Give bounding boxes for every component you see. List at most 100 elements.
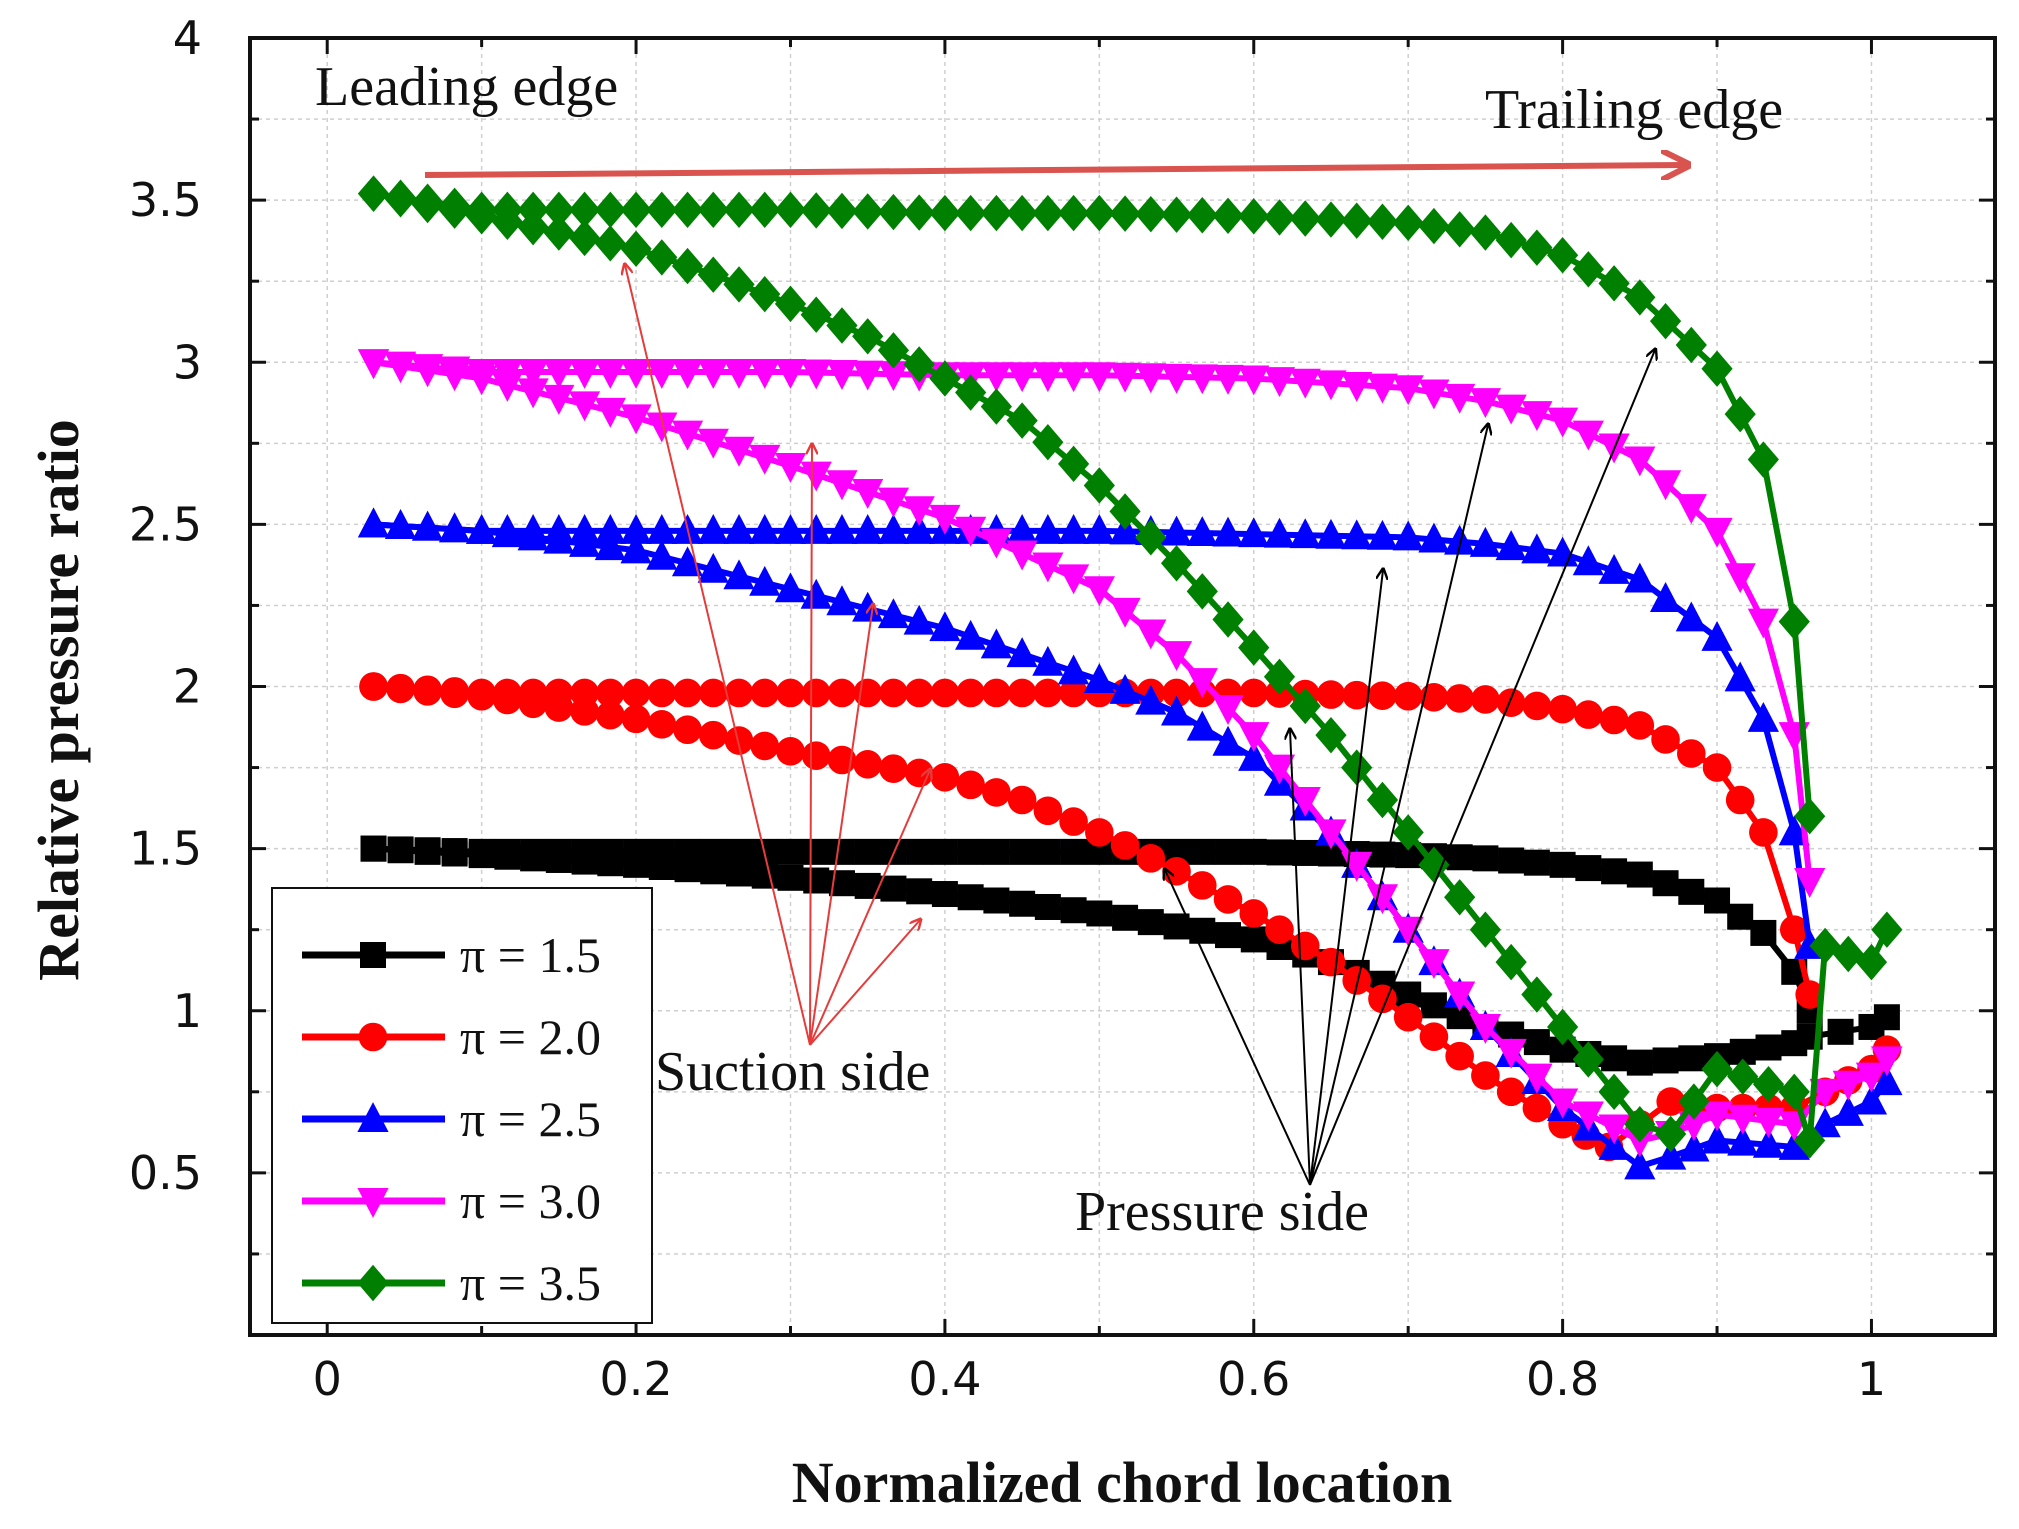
trailing-edge-label: Trailing edge <box>1485 79 1783 141</box>
data-point-triangle-up <box>1083 513 1115 544</box>
data-point-diamond <box>980 388 1012 425</box>
data-point-circle <box>386 674 415 704</box>
data-point-diamond <box>1649 302 1682 340</box>
data-point-circle <box>1033 796 1063 826</box>
data-point-triangle-down <box>723 436 755 467</box>
data-point-diamond <box>1238 629 1270 666</box>
data-point-triangle-up <box>384 509 417 539</box>
data-point-triangle-up <box>1701 620 1733 651</box>
legend: π = 1.5 π = 2.0 π = 2.5 π = 3.0 π = 3.5 <box>271 887 653 1324</box>
data-point-triangle-down <box>877 487 910 518</box>
data-point-circle <box>673 678 702 708</box>
data-point-diamond <box>1794 798 1826 835</box>
suction-side-label: Suction side <box>655 1041 930 1103</box>
data-point-triangle-down <box>1057 564 1090 595</box>
data-point-square <box>1086 900 1113 927</box>
data-point-diamond <box>1469 911 1501 948</box>
data-point-triangle-down <box>1469 1013 1501 1044</box>
data-point-triangle-up <box>1289 518 1321 549</box>
data-point-square <box>468 842 495 869</box>
data-point-diamond <box>517 208 549 246</box>
data-point-triangle-down <box>646 358 678 389</box>
data-point-square <box>1523 849 1550 876</box>
data-point-triangle-down <box>517 378 549 409</box>
data-point-circle <box>1136 844 1166 873</box>
data-point-diamond <box>1366 203 1399 240</box>
data-point-circle <box>956 770 985 800</box>
data-point-triangle-down <box>774 453 807 483</box>
data-point-diamond <box>1444 211 1476 248</box>
data-point-circle <box>776 737 805 766</box>
data-point-diamond <box>1032 424 1064 461</box>
data-point-circle <box>493 685 522 715</box>
data-point-square <box>906 878 933 905</box>
data-point-triangle-up <box>1418 522 1450 553</box>
data-point-diamond <box>903 346 935 383</box>
data-point-triangle-up <box>1809 1107 1841 1138</box>
data-point-circle <box>1419 1022 1449 1051</box>
x-tick-label: 0.6 <box>1217 1352 1290 1406</box>
data-point-triangle-up <box>749 513 781 544</box>
data-point-diamond <box>1263 658 1296 695</box>
data-point-circle <box>1393 681 1423 711</box>
data-point-triangle-up <box>357 1102 389 1132</box>
data-point-circle <box>827 678 857 708</box>
data-point-diamond <box>1598 265 1630 302</box>
data-point-triangle-down <box>1263 754 1296 785</box>
data-point-triangle-down <box>1418 379 1450 410</box>
data-point-triangle-up <box>1701 1123 1733 1154</box>
data-point-triangle-up <box>1675 601 1707 632</box>
chord-direction-arrow <box>424 165 1685 175</box>
data-point-triangle-up <box>1212 516 1244 547</box>
data-point-square <box>441 840 468 867</box>
data-point-square <box>648 853 675 880</box>
data-point-triangle-down <box>1752 1107 1785 1138</box>
data-point-triangle-down <box>1366 373 1399 404</box>
data-point-triangle-down <box>800 359 832 390</box>
data-point-diamond <box>723 266 755 303</box>
data-point-triangle-down <box>1521 401 1553 432</box>
data-point-triangle-down <box>1083 576 1115 607</box>
data-point-diamond <box>1495 943 1527 981</box>
data-point-diamond <box>1006 402 1038 439</box>
data-point-triangle-down <box>1392 916 1424 947</box>
data-point-triangle-up <box>1186 710 1218 741</box>
y-tick-label: 1.5 <box>129 822 202 876</box>
data-point-diamond <box>1469 214 1501 251</box>
data-point-diamond <box>980 194 1012 232</box>
data-point-triangle-down <box>1598 1114 1630 1145</box>
data-point-triangle-down <box>1809 1078 1841 1109</box>
data-point-square <box>983 887 1010 914</box>
data-point-triangle-up <box>439 512 471 543</box>
data-point-diamond <box>620 230 652 267</box>
data-point-triangle-down <box>439 361 471 392</box>
data-point-circle <box>724 726 754 755</box>
data-point-square <box>1601 1045 1628 1072</box>
data-point-triangle-up <box>1871 1065 1903 1096</box>
data-point-square <box>414 838 441 865</box>
data-point-square <box>1498 847 1525 874</box>
data-point-square <box>1034 838 1061 865</box>
data-point-triangle-up <box>1160 695 1193 726</box>
data-point-triangle-up <box>594 513 626 544</box>
data-point-diamond <box>491 203 523 240</box>
data-point-square <box>983 838 1010 865</box>
data-point-triangle-down <box>1624 446 1656 477</box>
data-point-square <box>854 872 881 899</box>
x-tick-label: 0 <box>313 1352 342 1406</box>
data-point-circle <box>1187 871 1217 900</box>
data-point-triangle-up <box>1724 661 1756 692</box>
data-point-square <box>1472 845 1499 872</box>
series-5 <box>357 175 1903 1159</box>
data-point-circle <box>776 678 805 708</box>
data-point-circle <box>621 704 651 734</box>
data-point-triangle-up <box>411 510 444 541</box>
data-point-triangle-down <box>929 504 961 535</box>
data-point-square <box>1215 922 1242 949</box>
data-point-diamond <box>594 191 626 229</box>
data-point-triangle-down <box>1855 1062 1888 1093</box>
data-point-triangle-down <box>1649 470 1682 501</box>
data-point-triangle-down <box>357 1188 389 1218</box>
data-point-triangle-down <box>491 371 523 402</box>
data-point-diamond <box>852 193 884 230</box>
